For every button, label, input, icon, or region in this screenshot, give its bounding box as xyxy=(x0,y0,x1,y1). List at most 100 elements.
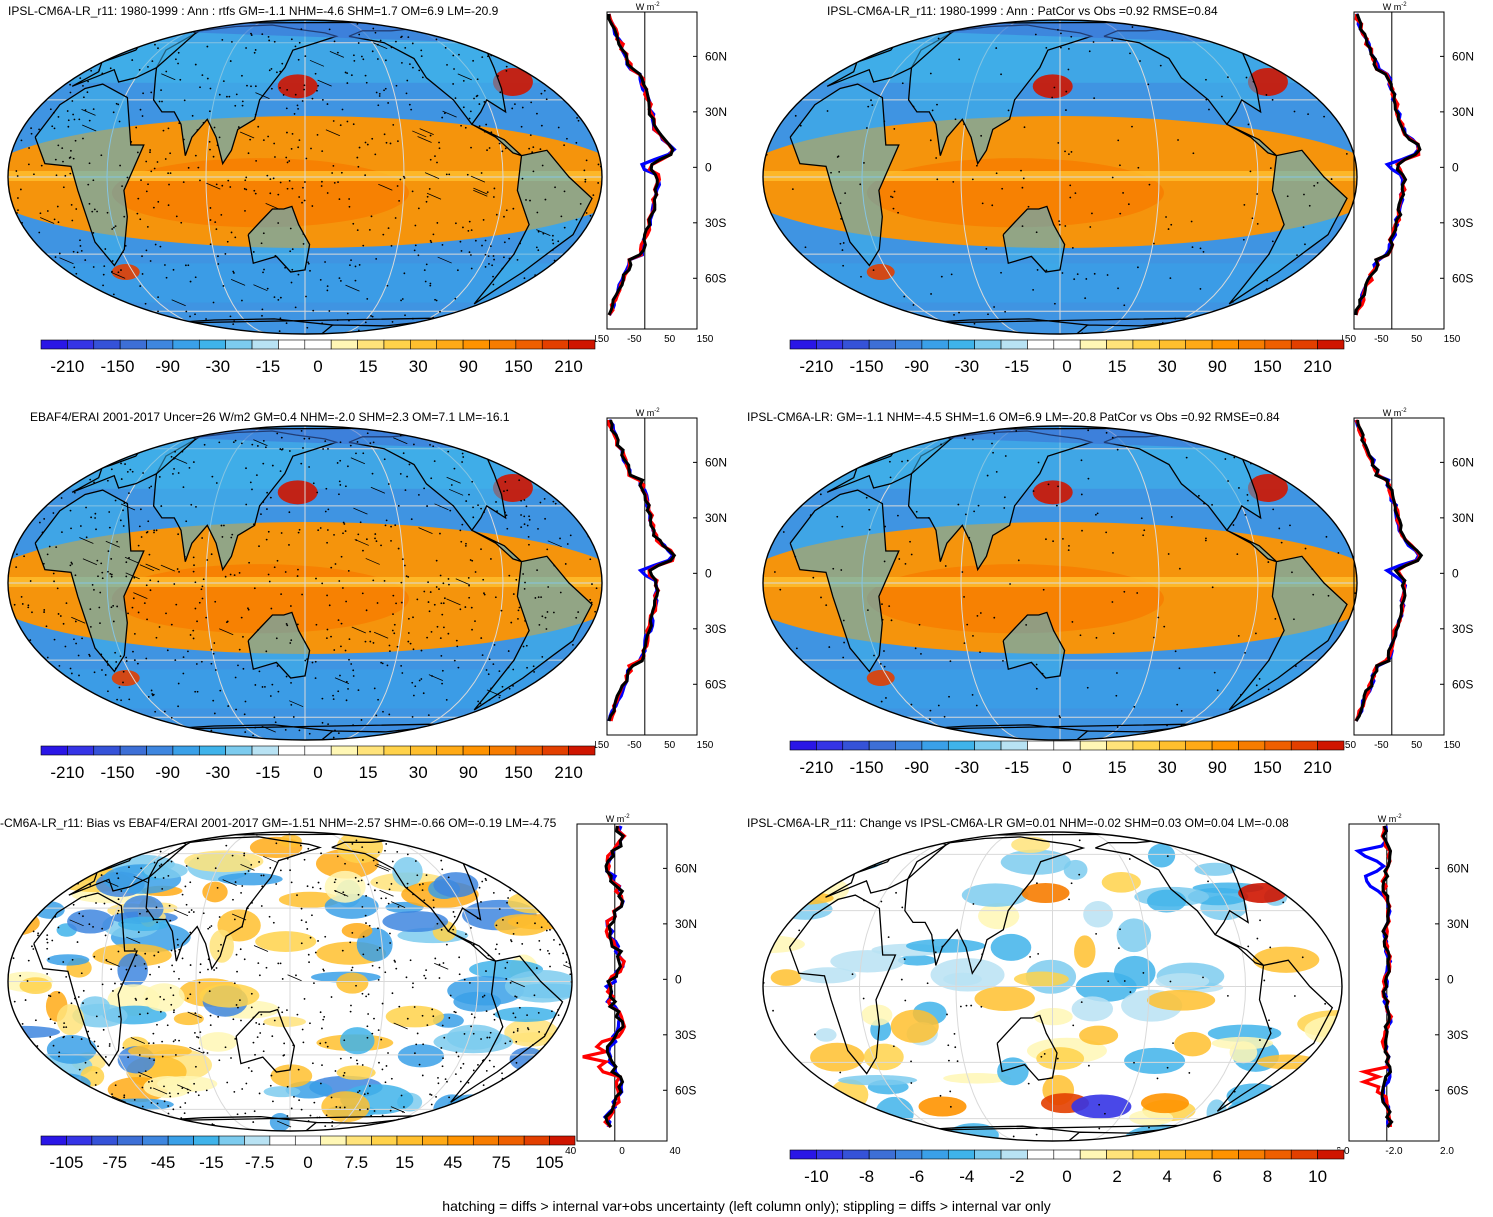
stipple-dot xyxy=(121,185,123,188)
stipple-dot xyxy=(429,1093,431,1096)
stipple-dot xyxy=(425,732,427,735)
stipple-dot xyxy=(260,1013,263,1016)
stipple-dot xyxy=(281,1011,284,1014)
stipple-dot xyxy=(438,147,441,150)
stipple-dot xyxy=(1036,882,1038,885)
stipple-dot xyxy=(229,315,232,318)
stipple-dot xyxy=(541,655,544,658)
stipple-dot xyxy=(2,1092,4,1094)
stipple-dot xyxy=(371,315,374,318)
colorbar-label: 15 xyxy=(359,357,378,376)
stipple-dot xyxy=(55,174,58,177)
colorbar-swatch xyxy=(1027,740,1055,751)
stipple-dot xyxy=(1105,1139,1108,1141)
stipple-dot xyxy=(354,279,357,282)
stipple-dot xyxy=(247,607,249,610)
stipple-dot xyxy=(948,1059,950,1062)
lat-label: 30N xyxy=(705,511,727,525)
stipple-dot xyxy=(1004,310,1007,313)
stipple-dot xyxy=(441,1024,444,1027)
lat-label: 60N xyxy=(1452,49,1474,63)
stipple-dot xyxy=(1272,508,1275,511)
stipple-dot xyxy=(197,1036,200,1039)
stipple-dot xyxy=(879,303,882,306)
stipple-dot xyxy=(1111,601,1114,603)
stipple-dot xyxy=(144,302,147,305)
stipple-dot xyxy=(88,655,91,657)
stipple-dot xyxy=(338,580,341,582)
gulf-stream-hotspot xyxy=(492,473,533,502)
stipple-dot xyxy=(906,459,909,462)
stipple-dot xyxy=(425,874,428,877)
colorbar-label: -150 xyxy=(100,357,134,376)
stipple-dot xyxy=(371,1032,374,1035)
stipple-dot xyxy=(250,1006,253,1009)
stipple-dot xyxy=(455,222,457,225)
stipple-dot xyxy=(168,904,171,907)
stipple-dot xyxy=(51,1072,54,1075)
stipple-dot xyxy=(151,60,154,63)
stipple-dot xyxy=(397,547,400,550)
stipple-dot xyxy=(1247,123,1250,126)
stipple-dot xyxy=(425,829,427,831)
stipple-dot xyxy=(548,850,551,852)
colorbar-swatch xyxy=(1317,1149,1345,1160)
stipple-dot xyxy=(154,876,157,879)
stipple-dot xyxy=(75,313,78,316)
stipple-dot xyxy=(1087,477,1090,480)
stipple-dot xyxy=(95,1071,98,1074)
stipple-dot xyxy=(1072,1024,1075,1027)
stipple-dot xyxy=(197,166,200,169)
stipple-dot xyxy=(88,1037,91,1040)
stipple-dot xyxy=(553,939,555,941)
stipple-dot xyxy=(478,844,481,846)
stipple-dot xyxy=(72,903,75,906)
stipple-dot xyxy=(62,160,64,163)
stipple-dot xyxy=(540,92,543,95)
stipple-dot xyxy=(1022,177,1025,180)
stipple-dot xyxy=(1271,1111,1274,1114)
stipple-dot xyxy=(378,837,381,839)
stipple-dot xyxy=(8,1065,11,1068)
stipple-dot xyxy=(827,1117,830,1120)
stipple-dot xyxy=(826,110,829,112)
stipple-dot xyxy=(590,62,592,65)
stipple-dot xyxy=(121,320,124,323)
hatch-mark xyxy=(547,540,562,548)
hatch-mark xyxy=(265,203,280,210)
stipple-dot xyxy=(426,1128,429,1131)
stipple-dot xyxy=(137,197,140,200)
colorbar-swatch xyxy=(320,1135,347,1146)
stipple-dot xyxy=(104,418,106,419)
stipple-dot xyxy=(165,276,168,279)
stipple-dot xyxy=(1156,1077,1159,1080)
stipple-dot xyxy=(405,23,408,26)
stipple-dot xyxy=(454,1073,457,1076)
stipple-dot xyxy=(1236,27,1239,30)
stipple-dot xyxy=(1174,434,1177,436)
stipple-dot xyxy=(592,194,595,197)
stipple-dot xyxy=(397,504,400,507)
stipple-dot xyxy=(465,933,467,936)
anomaly-patch xyxy=(336,972,369,994)
meridian-line xyxy=(1085,832,1150,1141)
hatch-mark xyxy=(329,51,345,58)
colorbar-swatch xyxy=(330,339,358,350)
stipple-dot xyxy=(52,457,55,460)
stipple-dot xyxy=(462,1062,465,1065)
stipple-dot xyxy=(167,859,170,862)
stipple-dot xyxy=(492,255,495,257)
stipple-dot xyxy=(865,496,868,499)
colorbar-label: 15 xyxy=(359,763,378,782)
stipple-dot xyxy=(532,170,535,173)
stipple-dot xyxy=(161,1040,164,1043)
stipple-dot xyxy=(321,582,324,585)
stipple-dot xyxy=(277,690,280,693)
stipple-dot xyxy=(259,1032,262,1034)
stipple-dot xyxy=(1032,289,1035,291)
colorbar-label: 15 xyxy=(1108,357,1127,376)
stipple-dot xyxy=(579,680,582,682)
stipple-dot xyxy=(568,262,571,265)
stipple-dot xyxy=(1301,1092,1304,1095)
stipple-dot xyxy=(379,39,382,42)
